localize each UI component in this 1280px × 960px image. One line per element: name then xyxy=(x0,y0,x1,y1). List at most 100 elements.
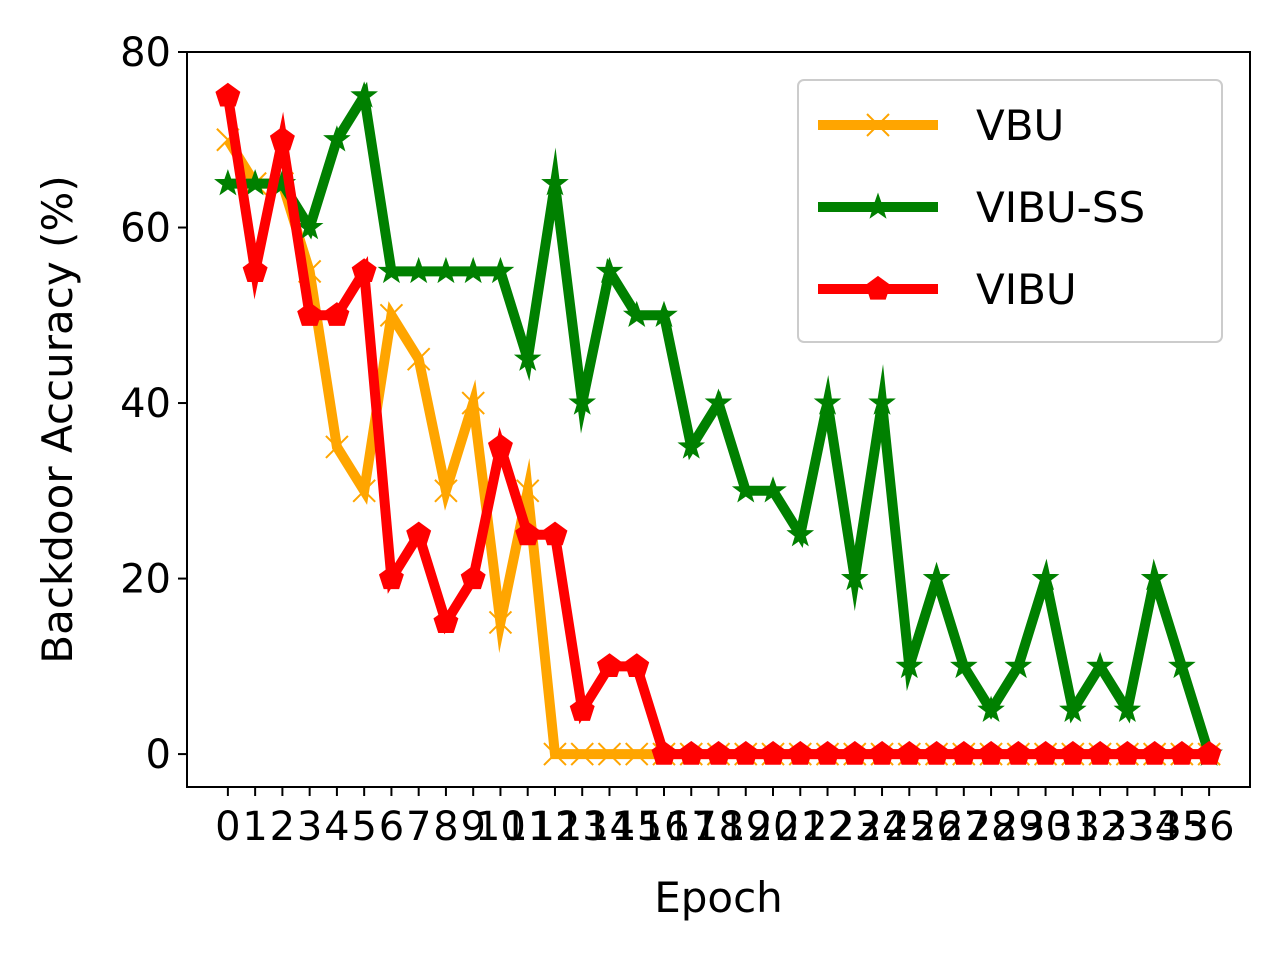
data-point-vibu xyxy=(406,521,432,546)
data-point-vibu-ss xyxy=(677,432,706,459)
data-point-vibu xyxy=(433,609,459,634)
x-tick-label: 19 xyxy=(720,804,771,850)
data-point-vbu xyxy=(570,742,594,766)
data-point-vbu xyxy=(434,479,458,503)
data-point-vbu xyxy=(461,391,485,415)
data-point-vibu xyxy=(597,653,622,677)
x-tick-label: 34 xyxy=(1129,804,1180,850)
x-tick-label: 26 xyxy=(911,804,962,850)
data-point-vibu-ss xyxy=(404,256,433,284)
y-tick-label: 60 xyxy=(120,206,171,252)
data-point-vibu-ss xyxy=(895,651,924,679)
series-vibu-ss xyxy=(214,81,1223,766)
y-tick-label: 0 xyxy=(146,732,171,778)
data-point-vibu-ss xyxy=(813,388,842,415)
data-point-vibu-ss xyxy=(1004,651,1033,679)
data-point-vibu-ss xyxy=(432,256,460,284)
y-tick-label: 80 xyxy=(120,30,171,76)
x-tick-label: 21 xyxy=(775,804,826,850)
data-point-vibu xyxy=(787,740,813,765)
x-tick-label: 33 xyxy=(1102,804,1153,850)
data-point-vibu xyxy=(487,433,513,458)
data-point-vbu xyxy=(488,610,513,635)
x-tick-label: 4 xyxy=(324,804,349,850)
data-point-vibu-ss xyxy=(377,256,406,284)
x-tick-label: 2 xyxy=(270,804,295,850)
x-tick-label: 18 xyxy=(693,804,744,850)
x-tick-label: 15 xyxy=(611,804,662,850)
legend-label-vibu: VIBU xyxy=(976,265,1077,314)
legend-item-vibu-ss: VIBU-SS xyxy=(818,183,1145,232)
data-point-vibu xyxy=(569,697,595,721)
data-point-vibu-ss xyxy=(1031,564,1060,591)
x-tick-label: 5 xyxy=(351,804,376,850)
x-axis-label: Epoch xyxy=(654,873,783,922)
data-point-vibu-ss xyxy=(759,476,787,503)
data-point-vibu-ss xyxy=(323,125,351,152)
y-axis: 0 20 40 60 80 xyxy=(120,30,187,778)
data-point-vibu xyxy=(297,302,323,326)
x-tick-label: 28 xyxy=(966,804,1017,850)
data-point-vibu-ss xyxy=(1168,651,1196,679)
x-tick-label: 14 xyxy=(584,804,635,850)
data-point-vibu xyxy=(951,740,977,765)
data-point-vibu-ss xyxy=(622,300,651,328)
data-point-vibu-ss xyxy=(949,651,978,679)
x-tick-label: 16 xyxy=(639,804,690,850)
data-point-vbu xyxy=(597,742,622,766)
data-point-vibu-ss xyxy=(840,564,869,591)
data-point-vibu-ss xyxy=(1086,651,1114,679)
x-tick-label: 0 xyxy=(215,804,240,850)
x-tick-label: 11 xyxy=(502,804,553,850)
data-point-vibu xyxy=(1142,740,1168,765)
x-axis: 0 1 2 3 4 5 6 7 8 9101112131415161718192021222324… xyxy=(215,787,1235,850)
y-tick-label: 40 xyxy=(120,381,171,427)
series-layer xyxy=(214,81,1223,766)
data-point-vbu xyxy=(379,303,404,327)
data-point-vibu xyxy=(978,740,1004,765)
data-point-vibu-ss xyxy=(704,388,733,415)
data-point-vibu-ss xyxy=(568,388,597,415)
x-tick-label: 8 xyxy=(433,804,458,850)
data-point-vibu-ss xyxy=(350,81,378,108)
x-tick-label: 3 xyxy=(297,804,322,850)
y-axis-label: Backdoor Accuracy (%) xyxy=(33,175,82,663)
data-point-vibu-ss xyxy=(459,256,488,284)
data-point-vibu xyxy=(706,740,731,765)
data-point-vbu xyxy=(406,347,431,371)
data-point-vibu xyxy=(269,126,295,151)
data-point-vibu-ss xyxy=(513,344,542,371)
data-point-vibu-ss xyxy=(922,564,951,591)
data-point-vibu xyxy=(815,740,840,765)
data-point-vibu xyxy=(460,565,486,590)
y-tick-label: 20 xyxy=(120,557,171,603)
x-tick-label: 6 xyxy=(379,804,404,850)
data-point-vibu xyxy=(1114,740,1140,765)
x-tick-label: 12 xyxy=(530,804,581,850)
series-vibu xyxy=(215,82,1222,765)
data-point-vibu xyxy=(624,653,650,677)
data-point-vibu xyxy=(678,740,704,765)
data-point-vbu xyxy=(325,435,349,459)
data-point-vibu xyxy=(924,740,950,765)
data-point-vibu xyxy=(1005,740,1031,765)
data-point-vibu-ss xyxy=(595,256,624,284)
data-point-vbu xyxy=(352,479,376,503)
data-point-vbu xyxy=(543,742,567,766)
data-point-vibu xyxy=(351,258,377,283)
data-point-vbu xyxy=(625,742,649,766)
data-point-vibu-ss xyxy=(731,476,760,503)
data-point-vibu xyxy=(896,740,922,765)
x-tick-label: 13 xyxy=(557,804,608,850)
legend-marker-vibu-ss xyxy=(864,192,892,219)
x-tick-label: 20 xyxy=(748,804,799,850)
x-tick-label: 17 xyxy=(666,804,717,850)
data-point-vibu xyxy=(215,82,241,107)
x-tick-label: 29 xyxy=(993,804,1044,850)
x-tick-label: 36 xyxy=(1184,804,1235,850)
legend-marker-vbu xyxy=(866,113,890,137)
legend-item-vbu: VBU xyxy=(818,101,1064,150)
legend-items: VBU VIBU-SS VIBU xyxy=(818,101,1145,314)
data-point-vibu xyxy=(760,740,786,765)
